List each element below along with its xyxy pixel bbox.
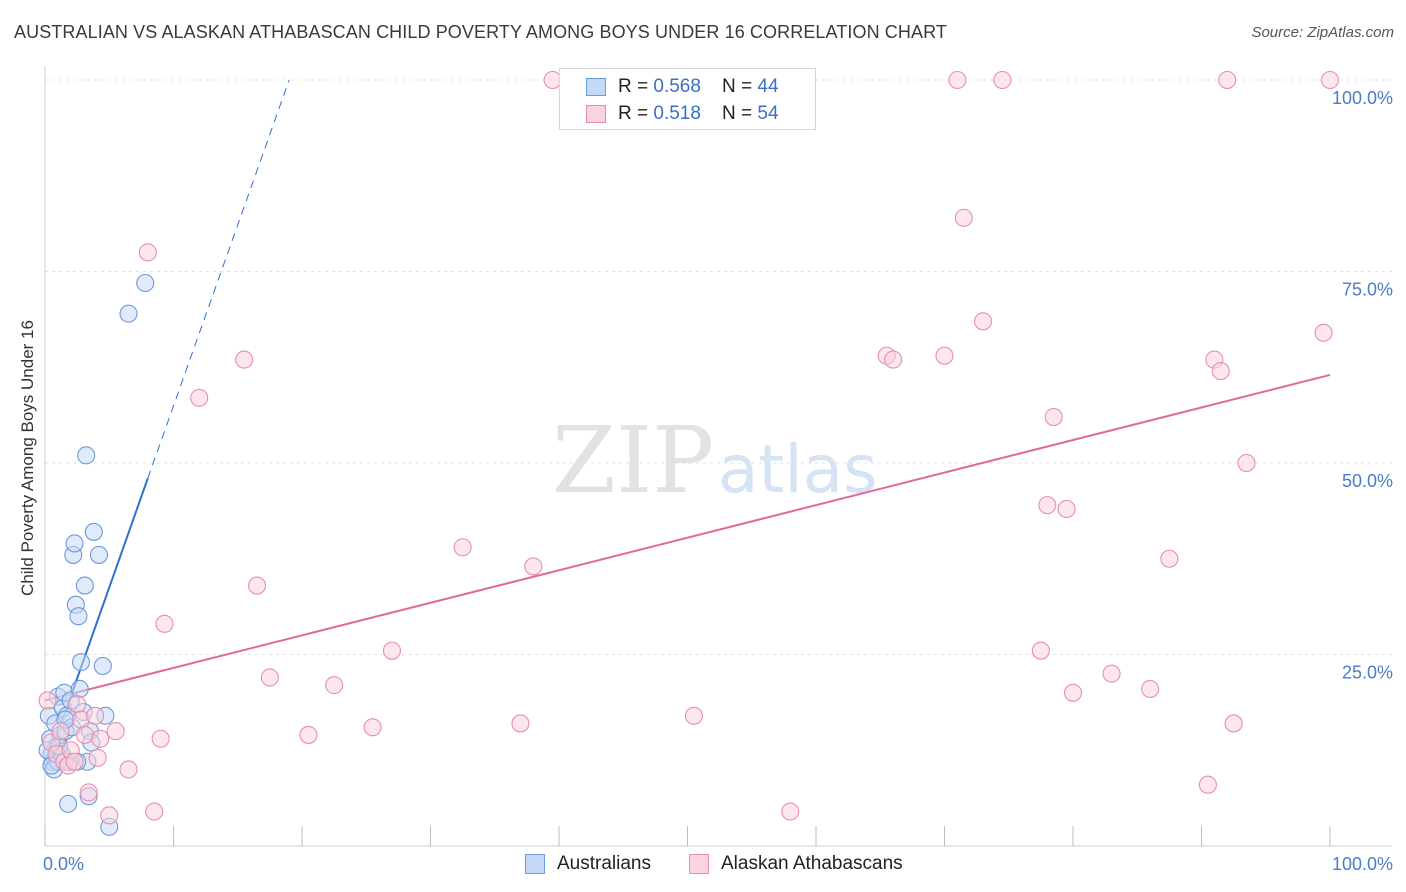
legend-n-value: 44 xyxy=(757,76,779,97)
point-alaskan-athabascans xyxy=(1314,323,1333,342)
point-alaskan-athabascans xyxy=(91,729,110,748)
point-alaskan-athabascans xyxy=(684,706,703,725)
legend-label-alaskan-athabascans: Alaskan Athabascans xyxy=(721,853,903,874)
source-label: Source: ZipAtlas.com xyxy=(1251,24,1394,41)
point-australians xyxy=(89,545,109,564)
point-alaskan-athabascans xyxy=(138,243,157,262)
point-alaskan-athabascans xyxy=(190,388,209,407)
point-australians xyxy=(71,653,91,672)
point-alaskan-athabascans xyxy=(453,538,472,557)
legend-swatch-blue xyxy=(586,78,606,96)
legend-swatch-pink xyxy=(689,854,709,874)
point-alaskan-athabascans xyxy=(79,783,98,802)
point-alaskan-athabascans xyxy=(1141,679,1160,699)
point-alaskan-athabascans xyxy=(1320,70,1340,90)
point-alaskan-athabascans xyxy=(1160,549,1179,568)
legend-r-label: R = xyxy=(618,103,654,124)
y-tick-label: 50.0% xyxy=(1342,471,1393,491)
point-alaskan-athabascans xyxy=(382,641,402,660)
point-alaskan-athabascans xyxy=(86,706,105,725)
legend-r-value: 0.518 xyxy=(653,103,701,124)
point-alaskan-athabascans xyxy=(75,725,94,744)
point-alaskan-athabascans xyxy=(247,576,267,595)
point-australians xyxy=(119,304,138,323)
point-australians xyxy=(84,522,103,541)
point-alaskan-athabascans xyxy=(781,802,800,821)
legend-n-value: 54 xyxy=(757,103,779,124)
watermark-zip: ZIP xyxy=(552,407,714,514)
chart-title: AUSTRALIAN VS ALASKAN ATHABASCAN CHILD P… xyxy=(14,22,947,42)
y-tick-label: 75.0% xyxy=(1342,280,1393,300)
point-australians xyxy=(65,534,84,553)
tick-layer: 25.0% 50.0% 75.0% 100.0% 0.0% 100.0% xyxy=(43,88,1393,874)
point-australians xyxy=(69,607,88,626)
point-alaskan-athabascans xyxy=(1038,496,1057,515)
point-alaskan-athabascans xyxy=(51,722,70,741)
point-alaskan-athabascans xyxy=(1237,453,1256,473)
point-alaskan-athabascans xyxy=(1211,362,1230,381)
legend-swatch-pink xyxy=(586,105,606,123)
grid-layer xyxy=(45,79,1392,655)
point-alaskan-athabascans xyxy=(88,748,107,767)
point-australians xyxy=(77,446,96,465)
point-australians xyxy=(59,794,78,813)
point-alaskan-athabascans xyxy=(1198,775,1217,794)
point-alaskan-athabascans xyxy=(151,729,170,748)
point-alaskan-athabascans xyxy=(511,714,530,733)
watermark: ZIP atlas xyxy=(552,407,878,514)
point-alaskan-athabascans xyxy=(145,802,164,821)
x-tick-label: 100.0% xyxy=(1332,854,1393,874)
point-australians xyxy=(93,656,112,676)
watermark-atlas: atlas xyxy=(718,431,878,508)
legend-r-label: R = xyxy=(618,76,654,97)
point-alaskan-athabascans xyxy=(325,676,344,695)
legend-swatch-blue xyxy=(525,854,545,874)
trendline-australians-extension xyxy=(147,79,290,479)
legend-n-label: N = xyxy=(722,76,758,97)
legend-label-australians: Australians xyxy=(557,853,651,874)
points-layer xyxy=(38,70,1340,836)
point-alaskan-athabascans xyxy=(524,557,543,576)
point-alaskan-athabascans xyxy=(68,695,87,714)
y-axis-label: Child Poverty Among Boys Under 16 xyxy=(18,320,37,596)
point-alaskan-athabascans xyxy=(299,725,318,744)
legend-n-label: N = xyxy=(722,103,758,124)
point-alaskan-athabascans xyxy=(884,350,903,369)
point-alaskan-athabascans xyxy=(155,614,174,633)
point-alaskan-athabascans xyxy=(993,70,1012,90)
y-tick-label: 100.0% xyxy=(1332,88,1393,108)
point-alaskan-athabascans xyxy=(1031,641,1050,660)
point-alaskan-athabascans xyxy=(38,691,57,710)
point-alaskan-athabascans xyxy=(973,312,993,331)
correlation-legend: R = 0.568 N = 44 R = 0.518 N = 54 xyxy=(559,68,816,130)
point-alaskan-athabascans xyxy=(1102,664,1121,683)
point-alaskan-athabascans xyxy=(954,208,973,227)
point-alaskan-athabascans xyxy=(935,346,954,365)
point-alaskan-athabascans xyxy=(100,806,119,825)
point-alaskan-athabascans xyxy=(235,350,254,369)
y-tick-label: 25.0% xyxy=(1342,663,1393,683)
trendline-alaskan-athabascans xyxy=(44,373,1331,702)
point-alaskan-athabascans xyxy=(106,722,125,741)
point-australians xyxy=(75,576,94,595)
x-tick-label: 0.0% xyxy=(43,854,84,874)
point-australians xyxy=(70,679,89,699)
point-alaskan-athabascans xyxy=(119,760,138,779)
point-alaskan-athabascans xyxy=(260,668,279,687)
point-alaskan-athabascans xyxy=(1057,499,1076,519)
point-alaskan-athabascans xyxy=(363,718,382,737)
point-alaskan-athabascans xyxy=(1224,714,1243,733)
point-alaskan-athabascans xyxy=(1218,70,1237,90)
point-alaskan-athabascans xyxy=(1044,407,1063,427)
point-australians xyxy=(136,273,155,293)
point-alaskan-athabascans xyxy=(65,752,84,771)
point-alaskan-athabascans xyxy=(1063,683,1083,702)
point-alaskan-athabascans xyxy=(948,70,967,90)
legend-r-value: 0.568 xyxy=(653,76,701,97)
